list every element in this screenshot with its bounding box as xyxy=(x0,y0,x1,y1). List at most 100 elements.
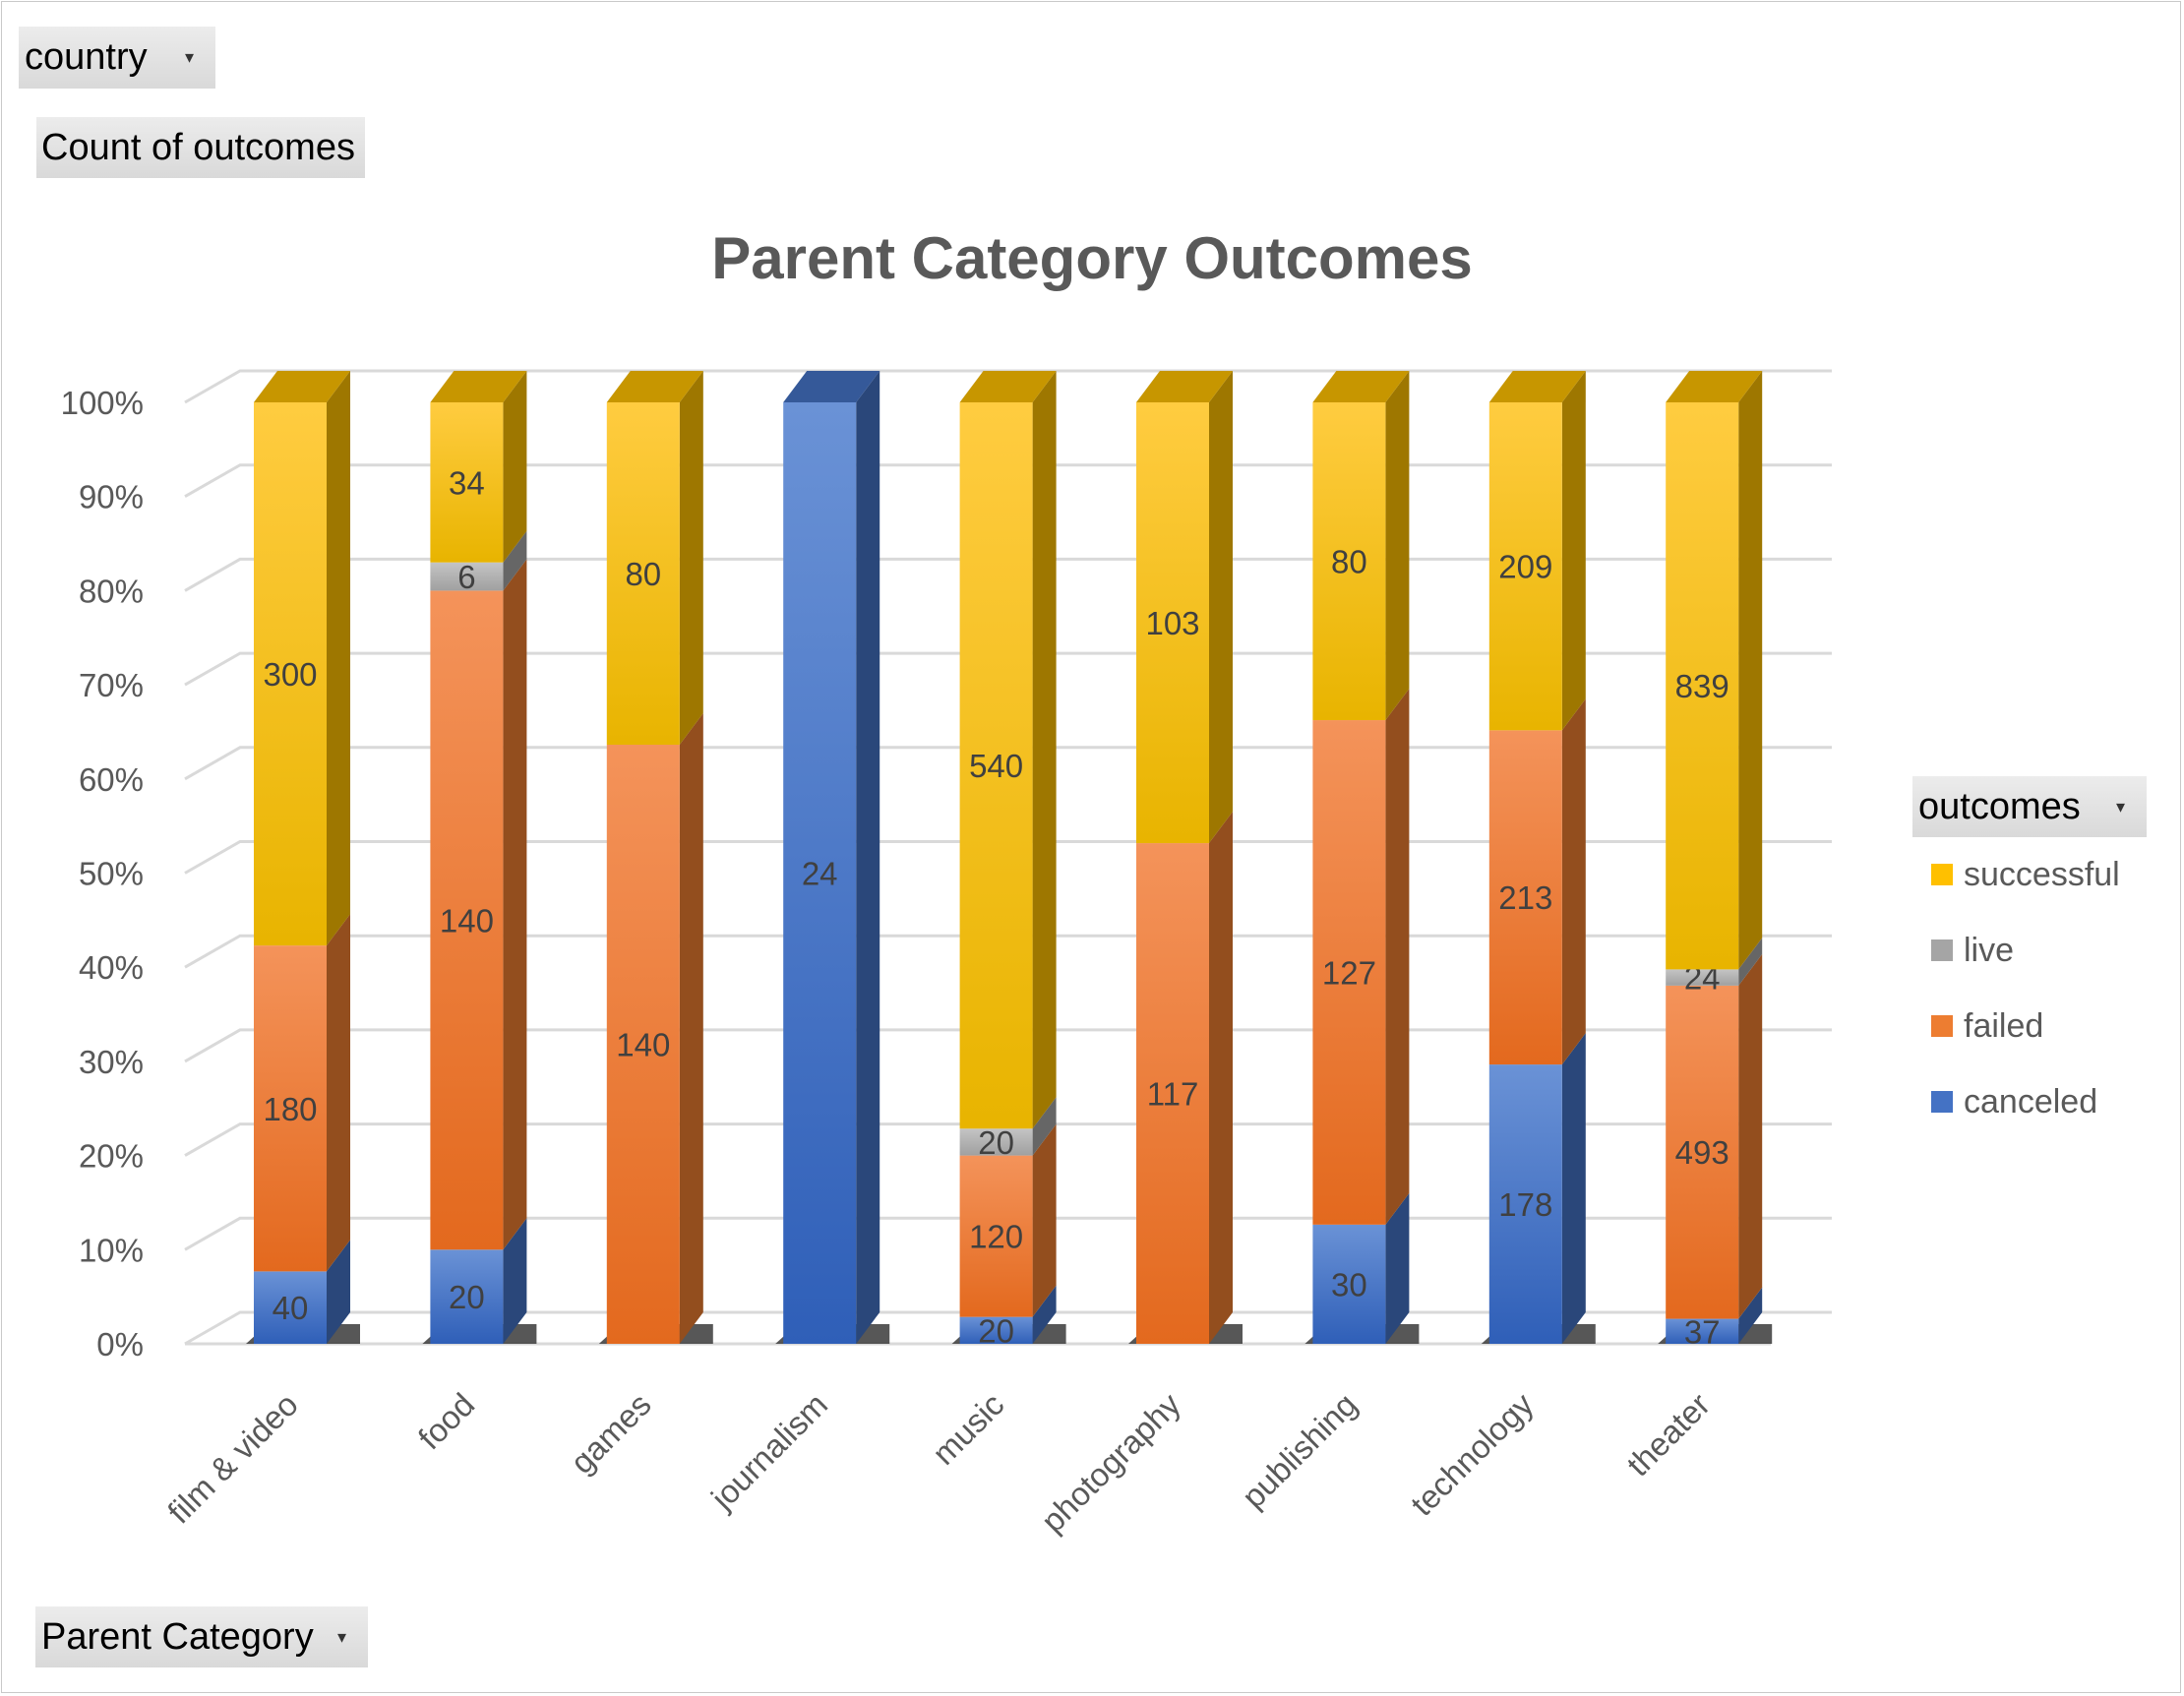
bar-segment-canceled[interactable] xyxy=(783,371,880,1344)
y-tick-label: 10% xyxy=(79,1232,144,1268)
outcomes-legend-button[interactable]: outcomes ▾ xyxy=(1912,776,2147,837)
bar-segment-canceled[interactable] xyxy=(254,1240,350,1344)
data-label: 103 xyxy=(1145,605,1199,641)
bar-segment-failed[interactable] xyxy=(1666,953,1763,1319)
legend-item-live[interactable]: live xyxy=(1931,932,2014,969)
legend-label: canceled xyxy=(1964,1083,2097,1121)
data-label: 80 xyxy=(1331,544,1367,580)
bar-segment-canceled[interactable] xyxy=(1666,1287,1763,1344)
chart-title: Parent Category Outcomes xyxy=(711,225,1473,291)
x-category-label: food xyxy=(411,1386,482,1457)
values-field-label: Count of outcomes xyxy=(41,126,355,168)
bar-segment-successful[interactable] xyxy=(1312,371,1410,721)
dropdown-arrow-icon: ▾ xyxy=(184,47,194,67)
y-tick-label: 80% xyxy=(79,573,144,609)
y-tick-label: 100% xyxy=(61,385,144,421)
gridline xyxy=(184,463,1832,499)
data-label: 6 xyxy=(457,559,475,595)
data-label: 180 xyxy=(263,1091,317,1127)
bar-segment-successful[interactable] xyxy=(1488,371,1586,731)
bar-segment-failed[interactable] xyxy=(1312,689,1410,1225)
legend-label: successful xyxy=(1964,856,2120,893)
bar-segment-failed[interactable] xyxy=(254,914,350,1272)
y-tick-label: 60% xyxy=(79,761,144,798)
bar-segment-failed[interactable] xyxy=(959,1123,1057,1317)
x-category-label: photography xyxy=(1034,1385,1187,1539)
y-tick-label: 30% xyxy=(79,1044,144,1080)
bar-segment-canceled[interactable] xyxy=(430,1218,527,1344)
y-tick-label: 40% xyxy=(79,949,144,986)
data-label: 30 xyxy=(1331,1266,1367,1302)
legend-label: failed xyxy=(1964,1007,2043,1045)
data-label: 127 xyxy=(1322,954,1376,991)
legend-item-failed[interactable]: failed xyxy=(1931,1007,2043,1045)
data-label: 213 xyxy=(1498,879,1552,916)
gridline xyxy=(184,746,1832,781)
legend-swatch xyxy=(1931,1091,1953,1113)
data-label: 300 xyxy=(263,656,317,693)
data-label: 20 xyxy=(978,1124,1014,1161)
parent-category-field-button[interactable]: Parent Category ▾ xyxy=(35,1606,368,1667)
country-filter-label: country xyxy=(25,36,148,78)
gridline xyxy=(184,651,1832,687)
y-tick-label: 90% xyxy=(79,479,144,515)
x-category-label: games xyxy=(564,1386,658,1481)
data-label: 117 xyxy=(1147,1076,1199,1113)
bar-segment-live[interactable] xyxy=(959,1097,1057,1156)
y-tick-label: 20% xyxy=(79,1138,144,1175)
legend-label: live xyxy=(1964,932,2014,969)
gridline xyxy=(184,840,1832,875)
data-label: 34 xyxy=(449,464,485,501)
gridline xyxy=(184,1122,1832,1157)
data-label: 493 xyxy=(1675,1134,1729,1171)
data-label: 37 xyxy=(1684,1313,1721,1350)
dropdown-arrow-icon: ▾ xyxy=(336,1626,346,1647)
y-tick-label: 70% xyxy=(79,667,144,703)
data-label: 140 xyxy=(440,902,494,939)
outcomes-legend-label: outcomes xyxy=(1918,785,2081,827)
gridline xyxy=(184,1310,1832,1346)
data-label: 839 xyxy=(1675,668,1729,704)
bar-segment-successful[interactable] xyxy=(254,371,350,946)
bar-segment-canceled[interactable] xyxy=(959,1285,1057,1344)
country-filter-button[interactable]: country ▾ xyxy=(19,27,215,89)
bar-segment-canceled[interactable] xyxy=(1488,1033,1586,1344)
data-label: 140 xyxy=(616,1027,670,1063)
bar-segment-failed[interactable] xyxy=(1488,698,1586,1065)
gridline xyxy=(184,1028,1832,1063)
parent-category-field-label: Parent Category xyxy=(41,1615,314,1658)
bar-segment-successful[interactable] xyxy=(1136,371,1233,844)
x-category-label: technology xyxy=(1404,1385,1541,1522)
gridline xyxy=(184,557,1832,592)
data-label: 20 xyxy=(449,1279,485,1315)
legend-swatch xyxy=(1931,1015,1953,1037)
legend-swatch xyxy=(1931,939,1953,961)
bar-segment-successful[interactable] xyxy=(606,371,703,745)
legend-item-successful[interactable]: successful xyxy=(1931,856,2120,893)
y-tick-label: 0% xyxy=(96,1326,144,1363)
x-category-label: journalism xyxy=(703,1386,834,1517)
bar-segment-failed[interactable] xyxy=(606,713,703,1344)
bar-segment-failed[interactable] xyxy=(430,559,527,1250)
data-label: 540 xyxy=(969,748,1023,784)
data-label: 24 xyxy=(802,856,838,892)
legend-swatch xyxy=(1931,864,1953,885)
bar-segment-failed[interactable] xyxy=(1136,812,1233,1344)
legend-item-canceled[interactable]: canceled xyxy=(1931,1083,2097,1121)
values-field-button[interactable]: Count of outcomes xyxy=(36,117,365,178)
bar-segment-live[interactable] xyxy=(1666,938,1763,986)
data-label: 178 xyxy=(1498,1186,1552,1223)
bar-segment-successful[interactable] xyxy=(1666,371,1763,970)
data-label: 20 xyxy=(978,1312,1014,1349)
bar-segment-live[interactable] xyxy=(430,530,527,591)
data-label: 120 xyxy=(969,1219,1023,1255)
gridline xyxy=(184,1216,1832,1251)
bar-segment-successful[interactable] xyxy=(430,371,527,563)
x-category-label: music xyxy=(925,1386,1010,1472)
gridline xyxy=(184,934,1832,969)
bar-segment-successful[interactable] xyxy=(959,371,1057,1129)
dropdown-arrow-icon: ▾ xyxy=(2115,796,2125,817)
bar-segment-canceled[interactable] xyxy=(1312,1192,1410,1344)
